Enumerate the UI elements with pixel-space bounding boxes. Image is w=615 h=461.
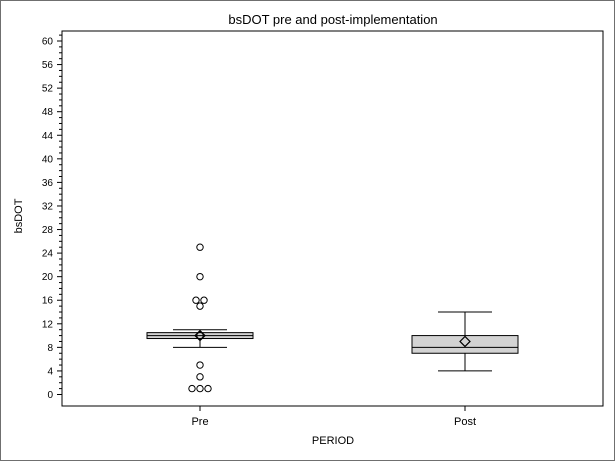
outlier-point: [196, 302, 204, 310]
y-tick-label: 36: [42, 178, 54, 189]
y-tick-label: 48: [42, 107, 54, 118]
y-tick-label: 20: [42, 272, 54, 283]
x-axis: Pre Post: [191, 406, 476, 428]
x-axis-label: PERIOD: [312, 435, 354, 447]
y-tick-label: 24: [42, 249, 54, 260]
x-tick-label: Pre: [191, 416, 208, 428]
outlier-point: [196, 373, 204, 381]
mean-marker: [194, 329, 206, 342]
y-tick-label: 44: [42, 131, 54, 142]
y-tick-label: 52: [42, 84, 54, 95]
box-group-post: [411, 311, 519, 372]
outlier-point: [196, 384, 204, 393]
outlier-point: [192, 296, 200, 304]
y-axis-label: bsDOT: [13, 198, 25, 233]
y-tick-label: 12: [42, 319, 54, 330]
outlier-point: [196, 272, 204, 281]
y-tick-label: 8: [47, 343, 53, 354]
mean-marker: [459, 335, 471, 348]
chart-title: bsDOT pre and post-implementation: [228, 12, 437, 27]
y-tick-label: 40: [42, 154, 54, 165]
outlier-point: [204, 384, 212, 393]
box-group-pre: [146, 243, 254, 393]
outlier-point: [200, 296, 208, 304]
x-tick-label: Post: [454, 416, 476, 428]
outlier-point: [196, 331, 204, 340]
y-tick-label: 32: [42, 201, 54, 212]
y-tick-label: 0: [47, 390, 53, 401]
box-series: [146, 243, 519, 393]
y-tick-label: 28: [42, 225, 54, 236]
plot-area-frame: [61, 30, 604, 407]
outlier-point: [196, 361, 204, 369]
y-tick-label: 4: [47, 366, 53, 377]
outlier-point: [196, 243, 204, 251]
y-tick-label: 16: [42, 296, 54, 307]
outlier-point: [188, 384, 196, 393]
box-iqr: [411, 335, 519, 354]
y-tick-label: 60: [42, 37, 54, 48]
y-tick-label: 56: [42, 60, 54, 71]
